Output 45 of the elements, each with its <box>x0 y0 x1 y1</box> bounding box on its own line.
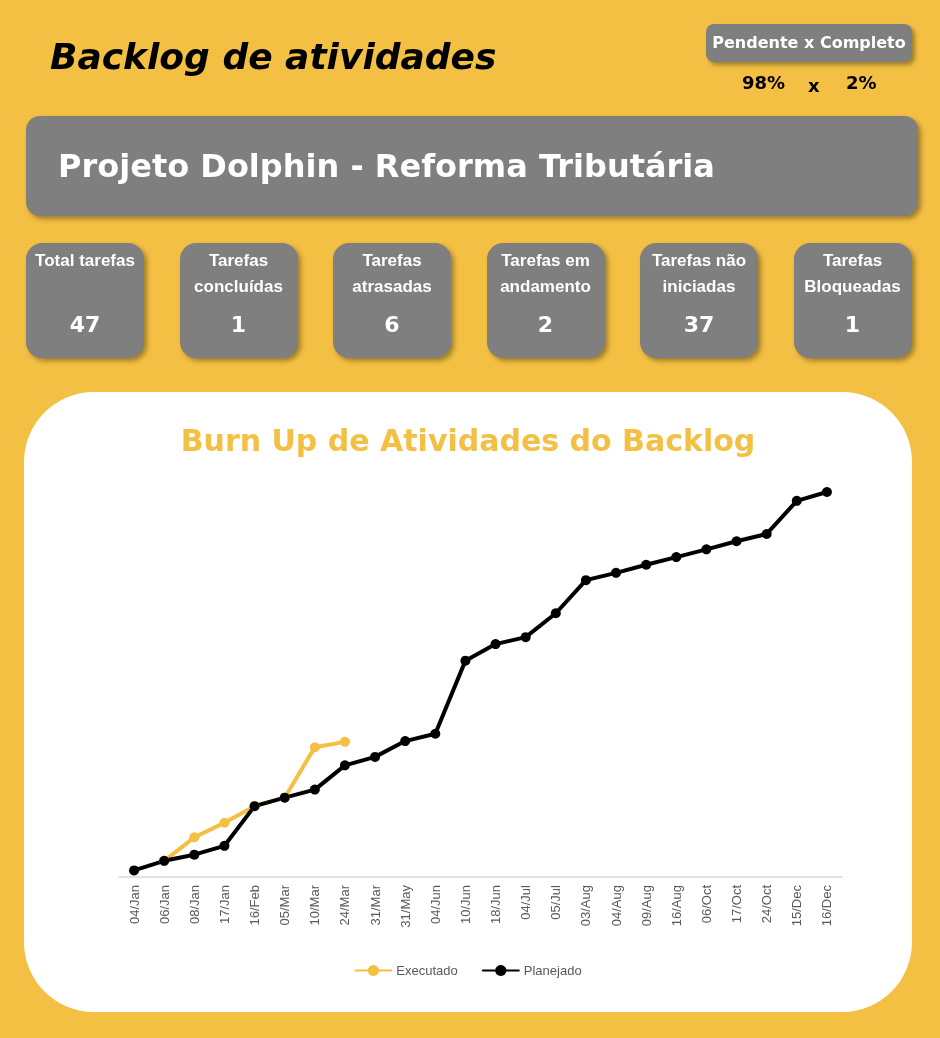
category-label: Tarefas atrasadas <box>351 250 433 298</box>
x-tick-label: 24/Mar <box>337 884 353 926</box>
data-label: 1 <box>229 312 248 337</box>
data-label: 6 <box>383 312 401 337</box>
data-label: 1 <box>843 312 862 337</box>
text: Backlog de atividades <box>50 36 497 77</box>
text: x <box>808 75 820 96</box>
x-tick-label: 03/Aug <box>578 885 594 927</box>
x-tick-label: 04/Jan <box>126 885 142 925</box>
x-tick-label: 16/Feb <box>247 885 263 926</box>
legend-label: Planejado <box>523 963 582 978</box>
category-label: Tarefas não iniciadas <box>650 250 748 298</box>
data-label: 47 <box>68 312 102 337</box>
chart-title: Burn Up de Atividades do Backlog <box>180 422 756 458</box>
text: Pendente x Completo <box>706 24 912 62</box>
category-label: Tarefas em andamento <box>499 250 592 298</box>
x-tick-label: 04/Jul <box>518 884 534 920</box>
x-tick-label: 10/Jun <box>457 885 473 925</box>
x-tick-label: 17/Oct <box>729 884 745 924</box>
x-tick-label: 06/Jan <box>156 885 172 925</box>
x-tick-label: 04/Aug <box>608 885 624 927</box>
x-tick-label: 15/Dec <box>789 884 805 927</box>
category-label: Total tarefas <box>34 250 136 272</box>
text: 98% <box>742 72 786 93</box>
x-tick-label: 16/Dec <box>819 884 835 927</box>
x-tick-label: 17/Jan <box>216 885 232 925</box>
text: Projeto Dolphin - Reforma Tributária <box>26 116 918 216</box>
legend-label: Executado <box>396 963 458 978</box>
x-tick-label: 08/Jan <box>186 885 202 925</box>
data-label: 37 <box>682 312 716 337</box>
x-tick-label: 18/Jun <box>488 885 504 925</box>
text: 2% <box>846 72 877 93</box>
x-tick-label: 31/Mar <box>367 884 383 926</box>
x-tick-label: 09/Aug <box>638 885 654 927</box>
category-label: Tarefas concluídas <box>193 250 284 298</box>
data-label: 2 <box>536 312 555 337</box>
x-tick-label: 05/Mar <box>277 884 293 926</box>
x-tick-label: 16/Aug <box>668 885 684 927</box>
category-label: Tarefas Bloqueadas <box>803 250 902 298</box>
x-tick-label: 31/May <box>397 884 413 928</box>
x-tick-label: 10/Mar <box>307 884 323 926</box>
x-tick-label: 04/Jun <box>427 885 443 925</box>
x-tick-label: 05/Jul <box>548 884 564 920</box>
x-tick-label: 06/Oct <box>698 884 714 924</box>
x-tick-label: 24/Oct <box>759 884 775 924</box>
